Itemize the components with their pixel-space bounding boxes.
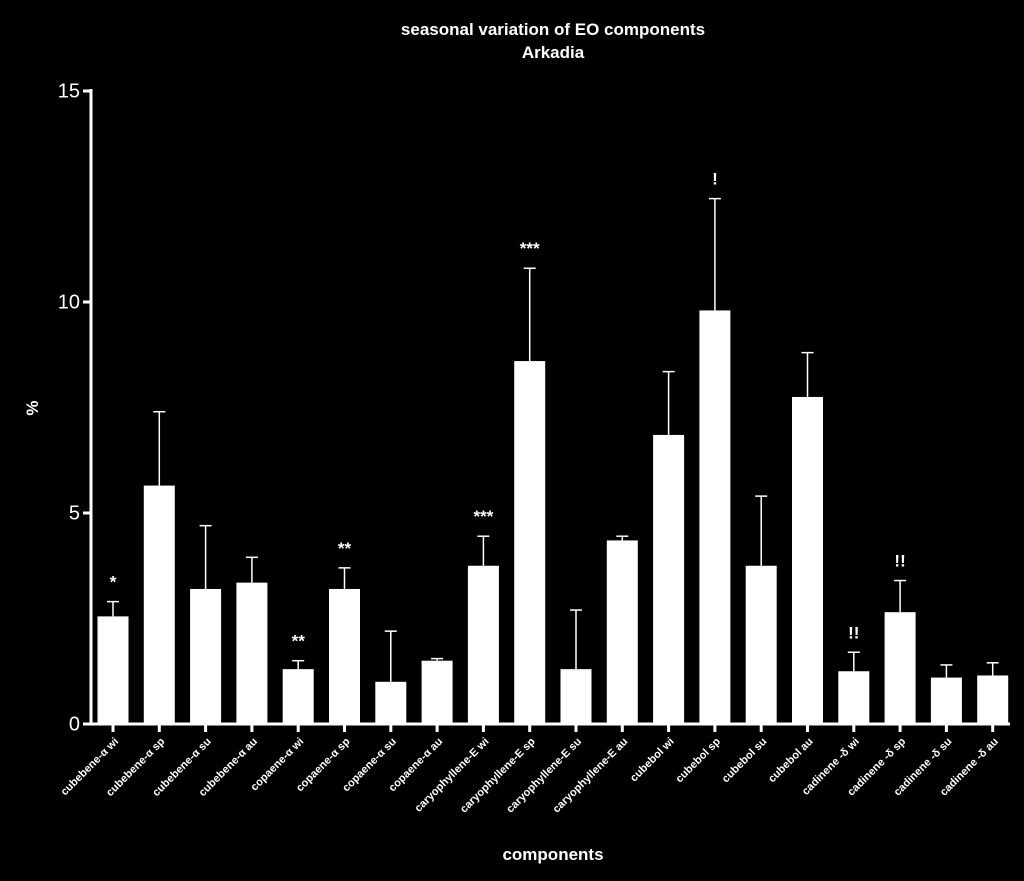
- bar-16: [838, 671, 870, 724]
- x-tick-label-14: cubebol su: [720, 736, 770, 786]
- bar-14: [745, 565, 777, 724]
- bar-1: [143, 485, 175, 724]
- bar-17: [884, 612, 916, 724]
- annotation-5: **: [338, 539, 352, 558]
- x-tick-label-12: cubebol wi: [628, 736, 677, 785]
- bar-12: [653, 434, 685, 724]
- y-tick-label-3: 15: [58, 80, 80, 102]
- y-tick-label-2: 10: [58, 291, 80, 313]
- bar-9: [514, 361, 546, 724]
- y-tick-label-1: 5: [69, 502, 80, 524]
- annotation-13: !: [712, 170, 718, 189]
- x-axis-title: components: [502, 845, 603, 864]
- annotation-8: ***: [473, 507, 493, 526]
- bar-3: [236, 582, 268, 724]
- bar-7: [421, 660, 453, 724]
- bar-13: [699, 310, 731, 724]
- y-axis-title: %: [23, 400, 42, 415]
- annotation-0: *: [110, 573, 117, 592]
- annotation-16: !!: [848, 623, 859, 642]
- chart-subtitle: Arkadia: [522, 43, 585, 62]
- x-tick-label-15: cubebol au: [766, 736, 816, 786]
- bar-6: [375, 681, 407, 724]
- bar-18: [930, 677, 962, 724]
- x-tick-label-13: cubebol sp: [673, 735, 723, 785]
- bar-8: [467, 565, 499, 724]
- chart-title: seasonal variation of EO components: [401, 20, 705, 39]
- bar-4: [282, 669, 314, 724]
- bar-11: [606, 540, 638, 724]
- bar-19: [977, 675, 1009, 724]
- annotation-9: ***: [520, 239, 540, 258]
- annotation-17: !!: [894, 552, 905, 571]
- annotation-4: **: [292, 632, 306, 651]
- y-tick-label-0: 0: [69, 713, 80, 735]
- bar-0: [97, 616, 129, 724]
- bar-10: [560, 669, 592, 724]
- bar-15: [792, 396, 823, 724]
- bar-5: [329, 588, 360, 724]
- bar-2: [190, 588, 222, 724]
